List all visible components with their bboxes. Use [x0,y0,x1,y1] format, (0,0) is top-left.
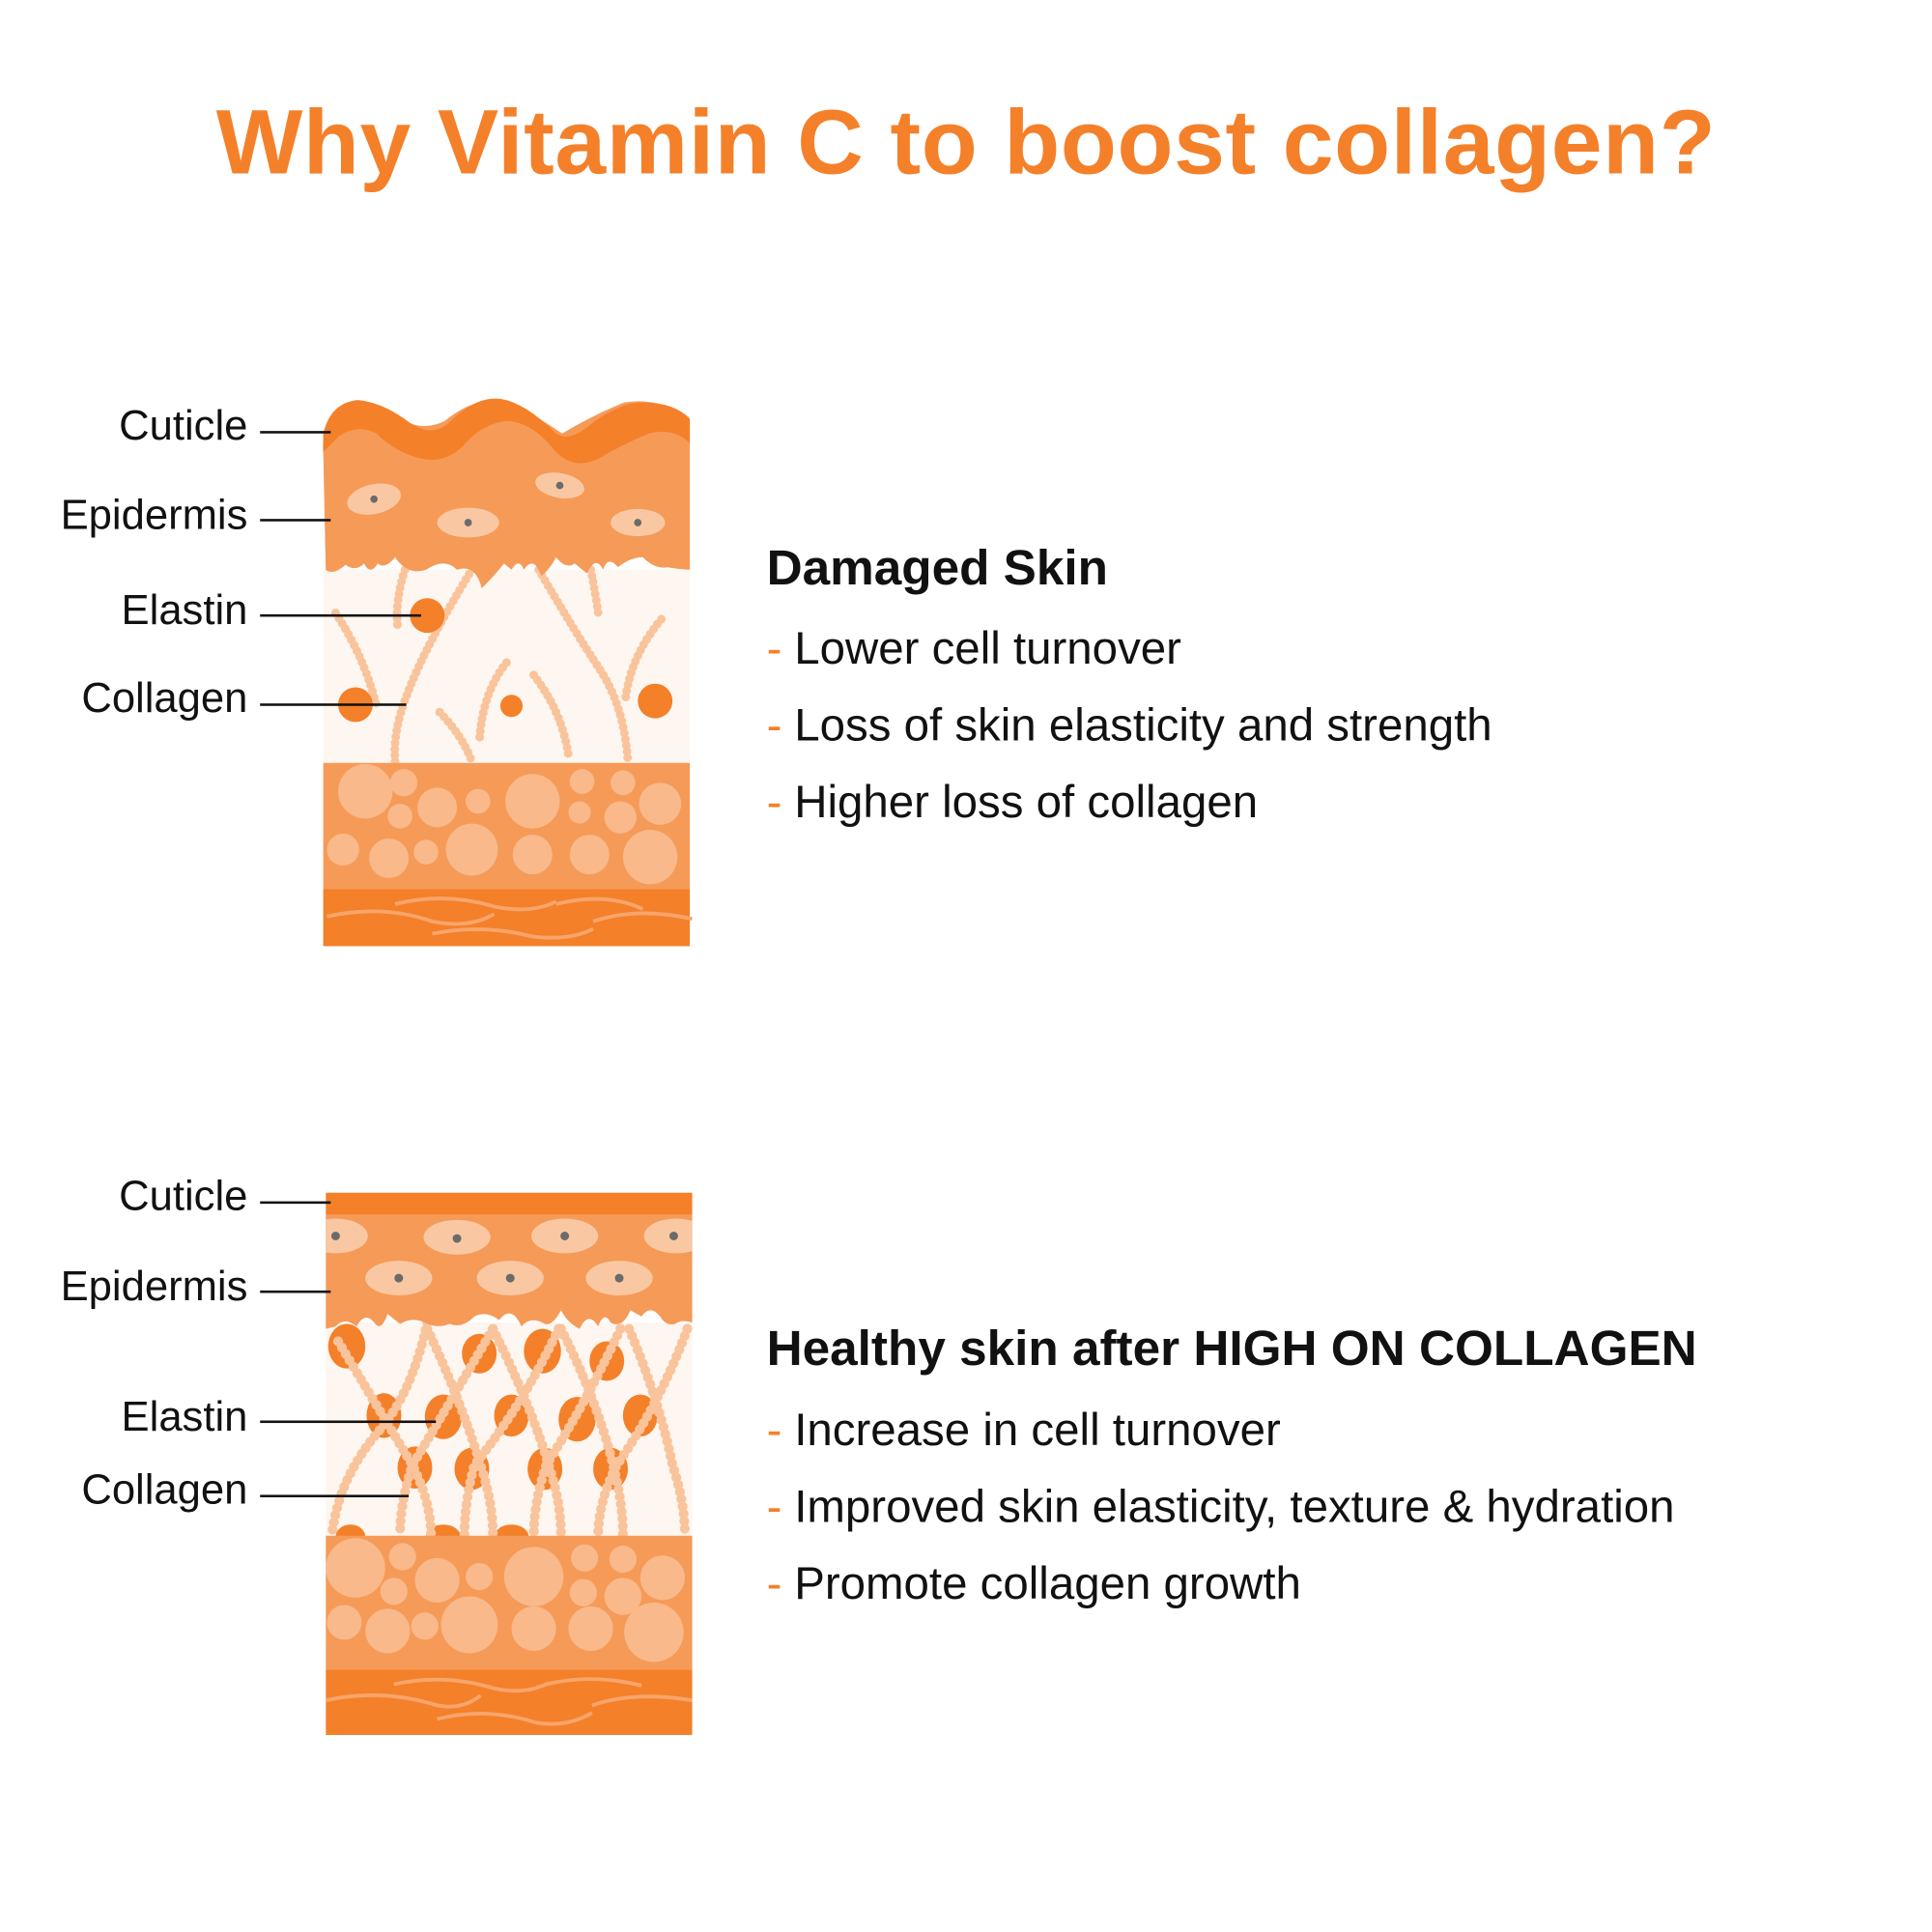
bullet-marker: - [766,1557,782,1609]
label-epidermis: Epidermis [60,1263,248,1311]
healthy-bullet: - Improved skin elasticity, texture & hyd… [767,1481,1675,1533]
healthy-bullet: - Increase in cell turnover [767,1405,1281,1457]
subcutaneous-layer [323,889,691,947]
leader-line-cuticle [260,431,331,434]
damaged-skin-illustration [323,398,693,947]
leader-line-cuticle [260,1201,331,1205]
subcutaneous-layer [326,1669,693,1736]
label-elastin: Elastin [121,586,248,635]
damaged-bullet: - Lower cell turnover [767,623,1181,675]
bullet-text: Loss of skin elasticity and strength [794,699,1492,751]
healthy-heading: Healthy skin after HIGH ON COLLAGEN [766,1321,1697,1377]
bullet-marker: - [766,776,782,828]
bullet-marker: - [766,1404,782,1456]
leader-line-epidermis [260,1290,331,1293]
bullet-text: Promote collagen growth [794,1557,1301,1609]
healthy-skin-illustration [326,1192,693,1736]
bullet-marker: - [766,1481,782,1532]
damaged-heading: Damaged Skin [766,541,1108,596]
tissue-waves [327,896,693,940]
damaged-bullet: - Higher loss of collagen [767,777,1259,829]
collagen-fibers [327,1318,693,1541]
leader-line-elastin [260,613,421,617]
healthy-bullet: - Promote collagen growth [767,1558,1301,1610]
cell-nuclei [370,481,642,526]
label-collagen: Collagen [81,1465,248,1514]
tissue-waves [326,1677,693,1726]
collagen-fibers [330,558,667,766]
label-collagen: Collagen [81,674,248,723]
fat-cells [327,764,682,885]
label-cuticle: Cuticle [119,1173,248,1220]
leader-line-epidermis [260,519,331,522]
bullet-text: Higher loss of collagen [794,776,1259,828]
bullet-marker: - [766,699,782,751]
cuticle-layer [323,398,691,464]
bullet-text: Improved skin elasticity, texture & hydr… [794,1481,1675,1532]
damaged-bullet: - Loss of skin elasticity and strength [767,699,1492,752]
label-cuticle: Cuticle [119,402,248,450]
leader-line-elastin [260,1420,437,1424]
fat-cells [326,1538,685,1662]
bullet-text: Lower cell turnover [794,622,1181,674]
cell-nuclei [330,1231,678,1283]
bullet-text: Increase in cell turnover [794,1404,1281,1456]
bullet-marker: - [766,622,782,674]
page-title: Why Vitamin C to boost collagen? [215,90,1717,193]
cuticle-layer [326,1192,693,1215]
leader-line-collagen [260,1494,410,1497]
label-elastin: Elastin [121,1393,248,1441]
label-epidermis: Epidermis [60,491,248,539]
leader-line-collagen [260,703,407,706]
